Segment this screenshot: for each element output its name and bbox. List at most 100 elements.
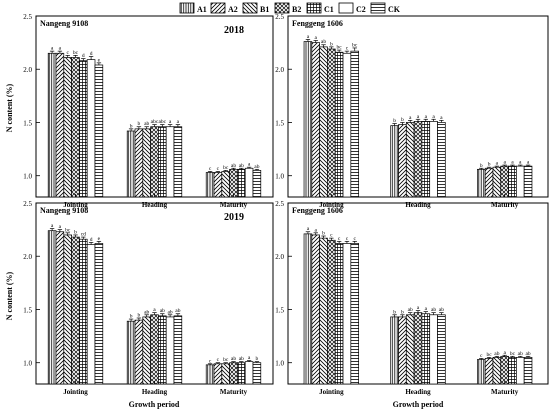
significance-letter: b <box>130 314 133 320</box>
significance-letter: a <box>527 160 530 166</box>
category-label-jointing: Jointing <box>63 388 88 396</box>
significance-letter: ab <box>239 356 244 362</box>
bar-heading-b2 <box>413 121 423 198</box>
significance-letter: a <box>307 34 310 40</box>
legend-label-b2: B2 <box>292 5 301 14</box>
bar-heading-c1 <box>158 315 167 385</box>
legend-label-a2: A2 <box>228 5 238 14</box>
bar-jointing-b1 <box>319 46 328 198</box>
significance-letter: a <box>519 160 522 166</box>
bar-heading-c1 <box>421 121 431 198</box>
significance-letter: c <box>217 166 220 172</box>
significance-letter: bc <box>352 42 358 48</box>
bar-maturity-b1 <box>221 171 230 198</box>
significance-letter: a <box>153 307 156 313</box>
significance-letter: c <box>480 353 483 359</box>
bar-heading-a1 <box>126 320 136 385</box>
significance-letter: ab <box>239 163 244 169</box>
bar-heading-ck <box>437 122 446 198</box>
y-axis-label-bottom: N content (%) <box>5 271 14 320</box>
category-label-maturity: Maturity <box>491 388 519 396</box>
bar-jointing-a2 <box>55 52 65 198</box>
category-label-heading: Heading <box>405 201 431 209</box>
significance-letter: ab <box>231 163 236 169</box>
bar-maturity-b2 <box>500 165 509 198</box>
y-axis-label-top: N content (%) <box>5 83 14 132</box>
category-label-heading: Heading <box>405 388 431 396</box>
significance-letter: ab <box>525 351 530 357</box>
significance-letter: b <box>74 229 77 235</box>
significance-letter: b <box>130 123 133 129</box>
significance-letter: c <box>66 50 69 56</box>
bar-maturity-a1 <box>477 359 486 385</box>
bar-maturity-ck <box>252 362 262 385</box>
category-label-jointing: Jointing <box>63 201 88 209</box>
bar-maturity-c2 <box>244 167 254 198</box>
bar-jointing-b1 <box>63 234 72 385</box>
bar-jointing-c1 <box>334 243 344 385</box>
bar-jointing-a1 <box>303 41 313 198</box>
significance-letter: ab <box>167 309 172 315</box>
bar-heading-ck <box>173 126 183 198</box>
bar-jointing-b2 <box>327 48 336 198</box>
bar-jointing-ck <box>350 243 359 385</box>
y-tick-label: 1.0 <box>275 173 284 181</box>
category-label-maturity: Maturity <box>220 201 248 209</box>
panel-variety-label: Fenggeng 1606 <box>292 19 343 28</box>
significance-letter: a <box>503 160 506 166</box>
bar-heading-c2 <box>429 314 438 385</box>
significance-letter: a <box>51 46 54 52</box>
bar-jointing-ck <box>94 64 104 198</box>
significance-letter: bc <box>510 351 516 357</box>
y-tick-label: 1.5 <box>23 119 32 127</box>
significance-letter: a <box>315 35 318 41</box>
bar-maturity-a2 <box>213 172 223 198</box>
bar-heading-a2 <box>134 319 144 385</box>
significance-letter: b <box>480 163 483 169</box>
bar-heading-b2 <box>413 312 423 385</box>
significance-letter: a <box>248 355 251 361</box>
y-tick-label: 2.5 <box>23 200 32 208</box>
significance-letter: b <box>401 309 404 315</box>
significance-letter: ab <box>175 308 180 314</box>
significance-letter: d <box>82 53 85 59</box>
bar-heading-a1 <box>390 316 399 385</box>
significance-letter: a <box>51 223 54 229</box>
bar-maturity-ck <box>523 357 533 385</box>
significance-letter: c <box>217 357 220 363</box>
significance-letter: c <box>209 358 212 364</box>
significance-letter: cd <box>81 232 86 238</box>
significance-letter: d <box>90 237 93 243</box>
bar-heading-b1 <box>142 316 151 385</box>
y-tick-label: 1.0 <box>23 360 32 368</box>
significance-letter: b <box>393 309 396 315</box>
significance-letter: a <box>425 114 428 120</box>
significance-letter: c <box>330 233 333 239</box>
category-label-jointing: Jointing <box>319 201 344 209</box>
significance-letter: a <box>315 227 318 233</box>
y-tick-label: 1.5 <box>275 119 284 127</box>
bar-heading-c2 <box>429 121 438 198</box>
x-axis-label-right: Growth period <box>393 400 444 409</box>
significance-letter: d <box>90 51 93 57</box>
bar-jointing-c2 <box>86 244 96 385</box>
significance-letter: e <box>98 236 101 242</box>
significance-letter: b <box>488 162 491 168</box>
y-tick-label: 1.0 <box>275 360 284 368</box>
bar-jointing-c2 <box>342 52 352 198</box>
y-tick-label: 2.5 <box>275 13 284 21</box>
significance-letter: c <box>209 166 212 172</box>
significance-letter: c <box>354 236 357 242</box>
significance-letter: a <box>409 115 412 121</box>
significance-letter: b <box>330 41 333 47</box>
significance-letter: a <box>59 46 62 52</box>
panel-variety-label: Nangeng 9108 <box>40 19 88 28</box>
panel-variety-label: Nangeng 9108 <box>40 206 88 215</box>
bar-heading-a2 <box>398 316 407 385</box>
bar-maturity-a2 <box>484 167 494 198</box>
significance-letter: a <box>177 119 180 125</box>
